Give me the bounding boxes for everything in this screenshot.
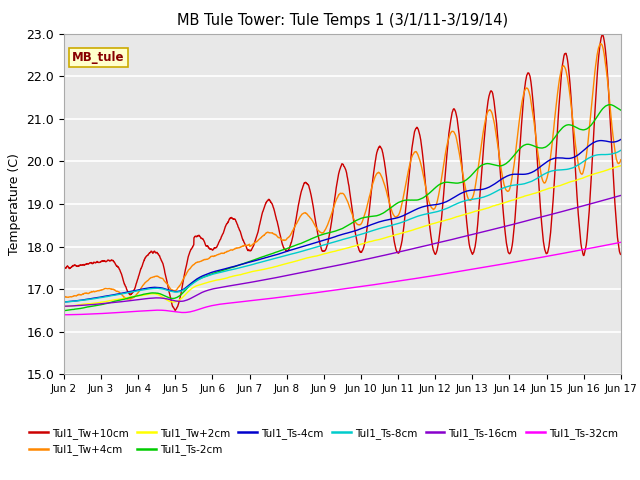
Tul1_Tw+4cm [298, 211, 306, 217]
Tul1_Tw+4cm [606, 105, 614, 111]
Tul1_Tw+10cm [546, 235, 554, 240]
Tul1_Ts-2cm [124, 295, 131, 301]
Tul1_Ts-16cm [60, 303, 68, 309]
Tul1_Ts-16cm [546, 212, 554, 217]
Tul1_Tw+4cm [617, 157, 625, 163]
Tul1_Tw+2cm [63, 303, 70, 309]
Tul1_Ts-32cm [124, 309, 132, 315]
Tul1_Tw+4cm [124, 296, 131, 302]
Line: Tul1_Ts-16cm: Tul1_Ts-16cm [64, 195, 621, 306]
Line: Tul1_Ts-4cm: Tul1_Ts-4cm [64, 140, 621, 302]
Tul1_Ts-32cm [606, 241, 614, 247]
Text: MB_tule: MB_tule [72, 51, 125, 64]
Tul1_Ts-32cm [298, 292, 306, 298]
Tul1_Ts-8cm [617, 147, 625, 153]
Tul1_Ts-32cm [617, 240, 625, 245]
Tul1_Tw+10cm [172, 308, 179, 313]
Tul1_Tw+10cm [617, 252, 625, 257]
Tul1_Tw+10cm [274, 221, 282, 227]
Tul1_Tw+10cm [157, 255, 164, 261]
Tul1_Tw+2cm [157, 293, 164, 299]
Tul1_Ts-32cm [546, 253, 554, 259]
Tul1_Ts-2cm [606, 102, 614, 108]
Tul1_Ts-16cm [157, 295, 164, 301]
Tul1_Tw+4cm [124, 296, 132, 302]
Legend: Tul1_Tw+10cm, Tul1_Tw+4cm, Tul1_Tw+2cm, Tul1_Ts-2cm, Tul1_Ts-4cm, Tul1_Ts-8cm, T: Tul1_Tw+10cm, Tul1_Tw+4cm, Tul1_Tw+2cm, … [25, 424, 622, 459]
Tul1_Ts-2cm [617, 107, 625, 113]
Tul1_Tw+10cm [606, 115, 614, 121]
Tul1_Tw+4cm [274, 234, 282, 240]
Tul1_Ts-8cm [546, 168, 554, 174]
Tul1_Ts-2cm [298, 240, 305, 246]
Line: Tul1_Tw+10cm: Tul1_Tw+10cm [64, 35, 621, 311]
Tul1_Ts-4cm [157, 285, 164, 291]
Tul1_Ts-4cm [617, 137, 625, 143]
Tul1_Tw+2cm [617, 163, 625, 168]
Tul1_Ts-8cm [157, 286, 164, 291]
Tul1_Ts-32cm [61, 312, 68, 318]
Tul1_Tw+2cm [60, 303, 68, 309]
Tul1_Ts-2cm [157, 291, 164, 297]
Tul1_Ts-16cm [298, 270, 305, 276]
Tul1_Ts-8cm [60, 299, 68, 305]
Tul1_Ts-8cm [274, 255, 282, 261]
Tul1_Tw+4cm [597, 41, 605, 47]
Tul1_Tw+10cm [60, 265, 68, 271]
Tul1_Ts-4cm [274, 252, 282, 257]
Tul1_Ts-32cm [157, 307, 164, 313]
Tul1_Ts-32cm [274, 295, 282, 300]
Tul1_Ts-32cm [60, 312, 68, 318]
Tul1_Tw+4cm [546, 158, 554, 164]
Tul1_Ts-8cm [298, 249, 305, 254]
Tul1_Tw+2cm [124, 295, 132, 300]
Tul1_Ts-2cm [274, 249, 282, 254]
Tul1_Ts-4cm [124, 289, 131, 295]
Tul1_Tw+2cm [546, 185, 554, 191]
Line: Tul1_Ts-2cm: Tul1_Ts-2cm [64, 105, 621, 311]
Tul1_Tw+2cm [298, 256, 306, 262]
Title: MB Tule Tower: Tule Temps 1 (3/1/11-3/19/14): MB Tule Tower: Tule Temps 1 (3/1/11-3/19… [177, 13, 508, 28]
Y-axis label: Temperature (C): Temperature (C) [8, 153, 21, 255]
Tul1_Tw+4cm [157, 275, 164, 281]
Line: Tul1_Ts-8cm: Tul1_Ts-8cm [64, 150, 621, 302]
Line: Tul1_Tw+4cm: Tul1_Tw+4cm [64, 44, 621, 299]
Tul1_Ts-8cm [124, 290, 131, 296]
Tul1_Tw+2cm [274, 263, 282, 269]
Tul1_Ts-2cm [605, 102, 613, 108]
Tul1_Tw+4cm [60, 294, 68, 300]
Tul1_Ts-4cm [546, 157, 554, 163]
Tul1_Ts-4cm [60, 299, 68, 305]
Line: Tul1_Ts-32cm: Tul1_Ts-32cm [64, 242, 621, 315]
Tul1_Tw+2cm [606, 166, 614, 172]
Tul1_Tw+10cm [298, 187, 306, 192]
Tul1_Ts-4cm [606, 139, 614, 145]
Tul1_Ts-4cm [298, 244, 305, 250]
Tul1_Ts-16cm [617, 192, 625, 198]
Tul1_Ts-2cm [546, 141, 554, 146]
Tul1_Ts-16cm [606, 196, 614, 202]
Tul1_Tw+10cm [124, 288, 131, 294]
Tul1_Ts-8cm [606, 151, 614, 157]
Tul1_Ts-16cm [274, 275, 282, 280]
Tul1_Tw+10cm [598, 32, 606, 38]
Tul1_Ts-16cm [124, 298, 131, 304]
Line: Tul1_Tw+2cm: Tul1_Tw+2cm [64, 166, 621, 306]
Tul1_Ts-2cm [60, 308, 68, 313]
